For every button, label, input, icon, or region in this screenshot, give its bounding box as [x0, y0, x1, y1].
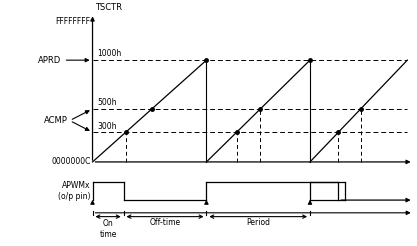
- Text: Off-time: Off-time: [149, 218, 181, 227]
- Text: On
time: On time: [99, 219, 117, 239]
- Text: TSCTR: TSCTR: [95, 3, 122, 13]
- Text: 0000000C: 0000000C: [51, 157, 90, 167]
- Text: APRD: APRD: [38, 56, 61, 65]
- Text: FFFFFFFF: FFFFFFFF: [55, 17, 90, 27]
- Text: 300h: 300h: [98, 122, 117, 131]
- Text: APWMx
(o/p pin): APWMx (o/p pin): [58, 181, 90, 201]
- Text: ACMP: ACMP: [44, 116, 68, 125]
- Text: Period: Period: [246, 218, 270, 227]
- Text: 500h: 500h: [98, 98, 117, 107]
- Text: 1000h: 1000h: [98, 49, 122, 59]
